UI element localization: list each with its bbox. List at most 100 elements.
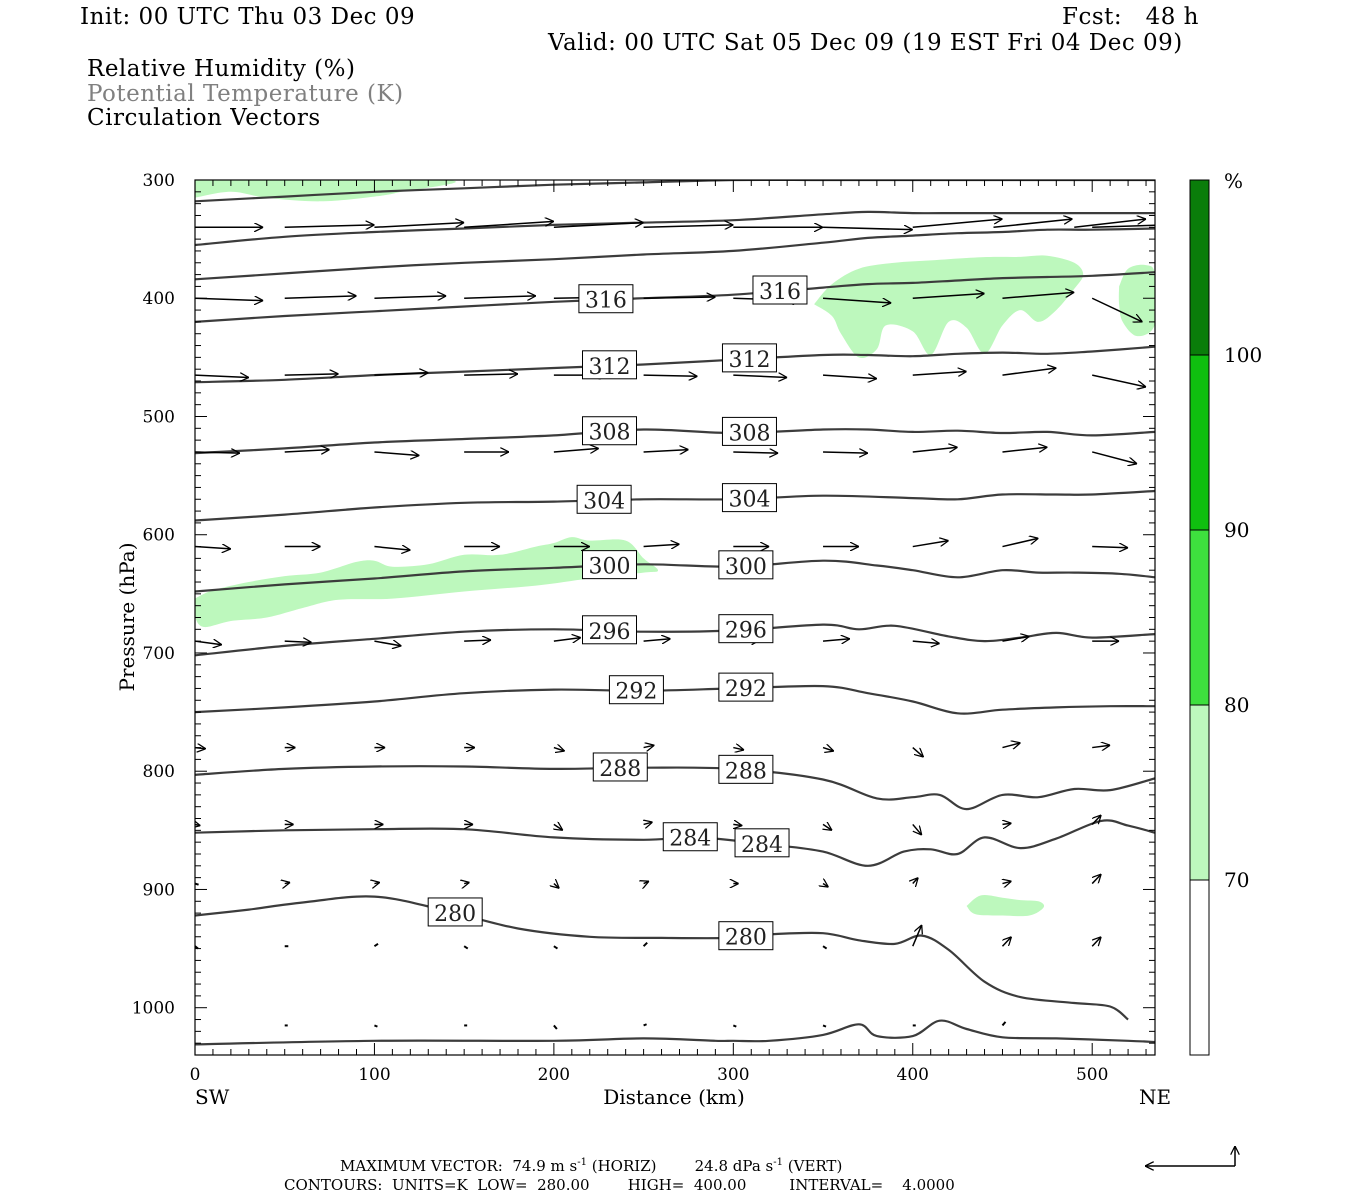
vector-arrow	[643, 544, 680, 546]
contour-label-text: 288	[725, 759, 767, 784]
left-end-label: SW	[195, 1085, 230, 1109]
vector-arrow	[1002, 292, 1074, 299]
vector-arrow	[463, 945, 469, 950]
vector-arrow	[822, 748, 834, 752]
vector-arrow	[1002, 538, 1038, 548]
vector-arrow	[284, 641, 312, 642]
axes: 0 100 200 300 400 500 300 400 500 600 700 800 900 100…	[132, 171, 1155, 1085]
colorbar-level-label: 100	[1224, 343, 1262, 367]
rh-region-4	[966, 895, 1045, 917]
vector-arrow	[823, 227, 913, 229]
vector-arrow	[1091, 815, 1101, 825]
vector-arrow	[912, 747, 924, 757]
contour-labels: 280 280 284 284 288 288 292 292 296 296 300 300 304 3…	[427, 275, 808, 951]
contour-label-box	[582, 350, 638, 380]
contour-label-box	[427, 897, 483, 927]
contour-label-box	[718, 754, 774, 784]
vector-arrow	[912, 541, 949, 548]
vector-arrow	[912, 925, 922, 947]
vector-arrow	[733, 824, 742, 825]
colorbar-segment-0	[1189, 179, 1210, 356]
contour-label-308-0: 308	[582, 416, 638, 446]
vector-arrow	[822, 375, 877, 379]
vector-arrow	[1074, 219, 1146, 229]
contour-label-box	[718, 614, 774, 644]
vector-arrow	[1092, 451, 1137, 464]
reference-vector	[1145, 1146, 1235, 1166]
vector-arrow	[643, 225, 734, 227]
contour-label-308-1: 308	[721, 416, 777, 446]
vector-arrow	[374, 373, 428, 375]
theta-contour-304	[195, 489, 1155, 522]
vector-arrow	[195, 375, 249, 377]
y-tick-label: 900	[143, 880, 175, 900]
vector-arrow	[553, 748, 565, 752]
y-tick-label: 1000	[132, 999, 175, 1019]
contour-label-296-1: 296	[718, 614, 774, 644]
vector-arrow	[554, 824, 563, 830]
vector-arrow	[553, 223, 644, 229]
vector-arrow	[912, 447, 958, 453]
contour-label-300-1: 300	[718, 550, 774, 580]
contour-label-box	[721, 343, 777, 373]
vector-arrow	[1002, 447, 1047, 453]
contour-label-text: 312	[728, 348, 770, 373]
x-tick-label: 400	[897, 1065, 929, 1085]
theta-contour-280	[195, 895, 1129, 1021]
contour-label-text: 304	[728, 488, 770, 513]
vector-arrow	[1002, 368, 1056, 376]
vector-arrow	[284, 296, 357, 298]
contour-label-text: 304	[583, 489, 625, 514]
vector-arrow	[823, 824, 832, 830]
vector-arrow	[1002, 743, 1020, 748]
colorbar-segment-4	[1189, 879, 1210, 1056]
vector-arrow	[1091, 297, 1142, 322]
contour-label-text: 308	[728, 421, 770, 446]
vector-arrow	[285, 882, 290, 883]
contour-label-text: 296	[589, 620, 631, 645]
vector-arrow	[464, 296, 536, 298]
contour-label-text: 284	[741, 833, 783, 858]
rh-region-0	[195, 180, 456, 202]
y-tick-label: 600	[143, 526, 175, 546]
contour-label-box	[592, 752, 648, 782]
vector-arrow	[1002, 823, 1011, 824]
rh-region-1	[195, 537, 658, 628]
vector-arrow	[912, 372, 967, 376]
y-tick-label: 300	[143, 171, 175, 191]
vector-arrow	[464, 374, 518, 375]
vector-arrow	[993, 219, 1073, 229]
colorbar-segment-1	[1189, 354, 1210, 531]
vector-arrow	[374, 882, 379, 883]
y-axis-title: Pressure (hPa)	[115, 543, 139, 692]
vector-arrow	[823, 452, 868, 453]
footer-max-vector: MAXIMUM VECTOR: 74.9 m s-1 (HORIZ) 24.8 …	[340, 1157, 843, 1175]
theta-contour-unlabeled-13	[195, 1019, 1155, 1046]
rh-region-2	[814, 255, 1084, 359]
vector-arrow	[644, 822, 653, 824]
vector-arrow	[1001, 1021, 1007, 1027]
contour-label-box	[582, 416, 638, 446]
contour-label-text: 292	[615, 680, 657, 705]
theta-contour-292	[195, 684, 1155, 715]
contour-label-288-1: 288	[718, 754, 774, 784]
contour-label-292-0: 292	[608, 675, 664, 705]
vector-arrow	[643, 639, 671, 641]
vector-arrow	[284, 450, 330, 452]
vector-arrow	[643, 450, 689, 452]
vector-arrow	[642, 941, 648, 947]
footer-contour-info: CONTOURS: UNITS=K LOW= 280.00 HIGH= 400.…	[284, 1176, 955, 1194]
contour-label-text: 280	[725, 926, 767, 951]
vector-arrow	[374, 1024, 378, 1028]
y-tick-label: 500	[143, 407, 175, 427]
colorbar-level-label: 80	[1224, 693, 1249, 717]
contour-label-box	[608, 675, 664, 705]
contour-label-box	[578, 284, 634, 314]
vector-arrow	[912, 294, 985, 299]
contour-label-text: 316	[759, 280, 801, 305]
contour-label-280-1: 280	[718, 921, 774, 951]
contour-label-text: 292	[725, 677, 767, 702]
contour-label-288-0: 288	[592, 752, 648, 782]
contour-label-text: 300	[589, 555, 631, 580]
